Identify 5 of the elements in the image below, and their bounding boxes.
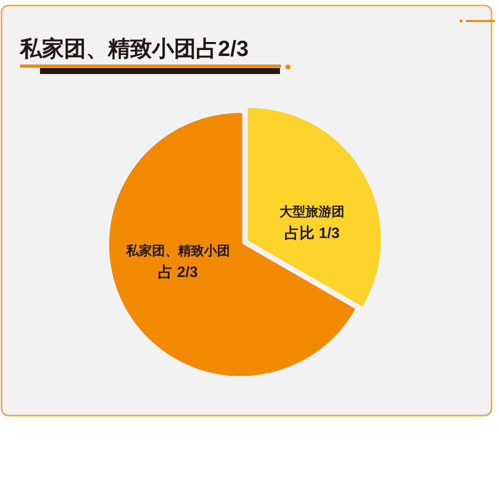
- chart-title: 私家团、精致小团占2/3: [19, 36, 249, 61]
- slice-label: 大型旅游团: [280, 204, 345, 220]
- data-label: 占 2/3: [158, 264, 198, 281]
- slice-label: 私家团、精致小团: [124, 242, 230, 258]
- data-label: 占比 1/3: [284, 225, 340, 242]
